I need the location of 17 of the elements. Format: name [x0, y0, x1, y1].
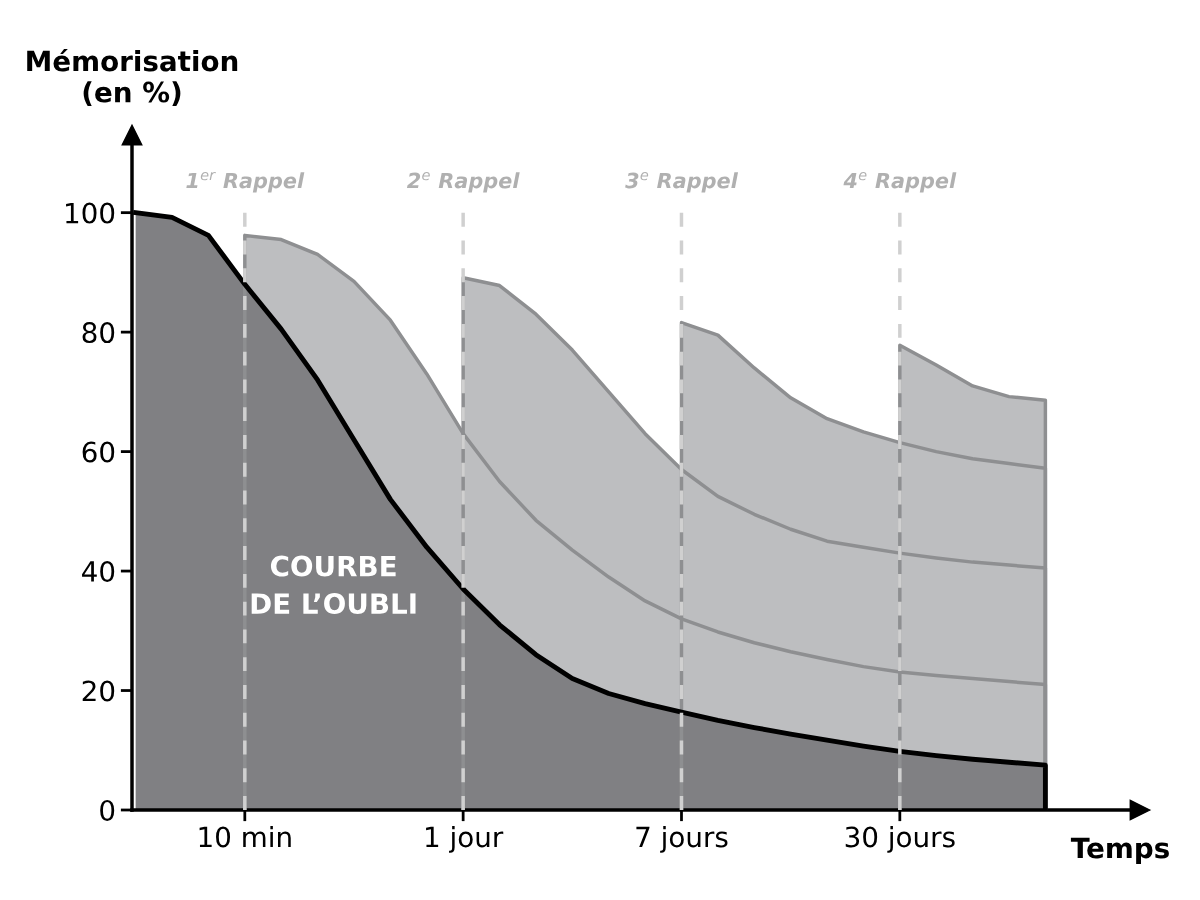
- ref-line-label: 3$^{e}$ Rappel: [625, 171, 739, 193]
- ref-line-label: 1$^{er}$ Rappel: [186, 171, 305, 193]
- y-tick-label: 80: [82, 322, 115, 344]
- x-tick-label: 1 jour: [426, 825, 504, 853]
- y-tick-label: 20: [82, 680, 115, 702]
- x-tick-label: 7 jours: [636, 825, 728, 853]
- ref-line-label: 2$^{e}$ Rappel: [406, 171, 520, 193]
- x-tick-label: 30 jours: [845, 825, 955, 853]
- y-tick-label: 60: [82, 441, 115, 463]
- annotation: COURBE DE L’OUBLI: [251, 555, 416, 615]
- ref-line-label: 4$^{e}$ Rappel: [843, 171, 957, 193]
- y-tick-label: 100: [66, 202, 115, 224]
- x-axis-title: Temps: [1070, 837, 1169, 864]
- y-tick-label: 40: [82, 561, 115, 583]
- y-tick-label: 0: [100, 799, 115, 821]
- x-tick-label: 10 min: [199, 825, 291, 848]
- y-axis-title: Mémorisation (en %): [27, 48, 238, 106]
